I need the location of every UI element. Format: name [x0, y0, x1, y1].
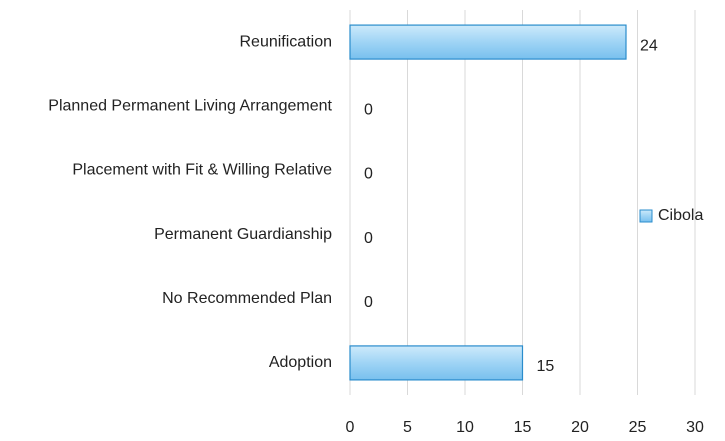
x-tick-label: 0 [346, 419, 355, 436]
y-tick-label: Placement with Fit & Willing Relative [72, 162, 332, 179]
y-tick-label: Adoption [269, 354, 332, 371]
data-label: 0 [364, 294, 373, 311]
bar [349, 24, 627, 60]
y-tick-label: Permanent Guardianship [154, 226, 332, 243]
y-tick-label: No Recommended Plan [162, 290, 332, 307]
legend-label: Cibola [658, 207, 703, 224]
legend-swatch [639, 209, 653, 223]
y-tick-label: Planned Permanent Living Arrangement [48, 97, 332, 114]
x-tick-label: 15 [514, 419, 532, 436]
data-label: 0 [364, 101, 373, 118]
data-label: 0 [364, 230, 373, 247]
bar [349, 345, 524, 381]
x-tick-label: 5 [403, 419, 412, 436]
x-tick-label: 30 [686, 419, 704, 436]
data-label: 0 [364, 166, 373, 183]
data-label: 24 [640, 37, 658, 54]
y-tick-label: Reunification [240, 33, 333, 50]
x-tick-label: 25 [629, 419, 647, 436]
x-tick-label: 20 [571, 419, 589, 436]
x-tick-label: 10 [456, 419, 474, 436]
data-label: 15 [537, 358, 555, 375]
